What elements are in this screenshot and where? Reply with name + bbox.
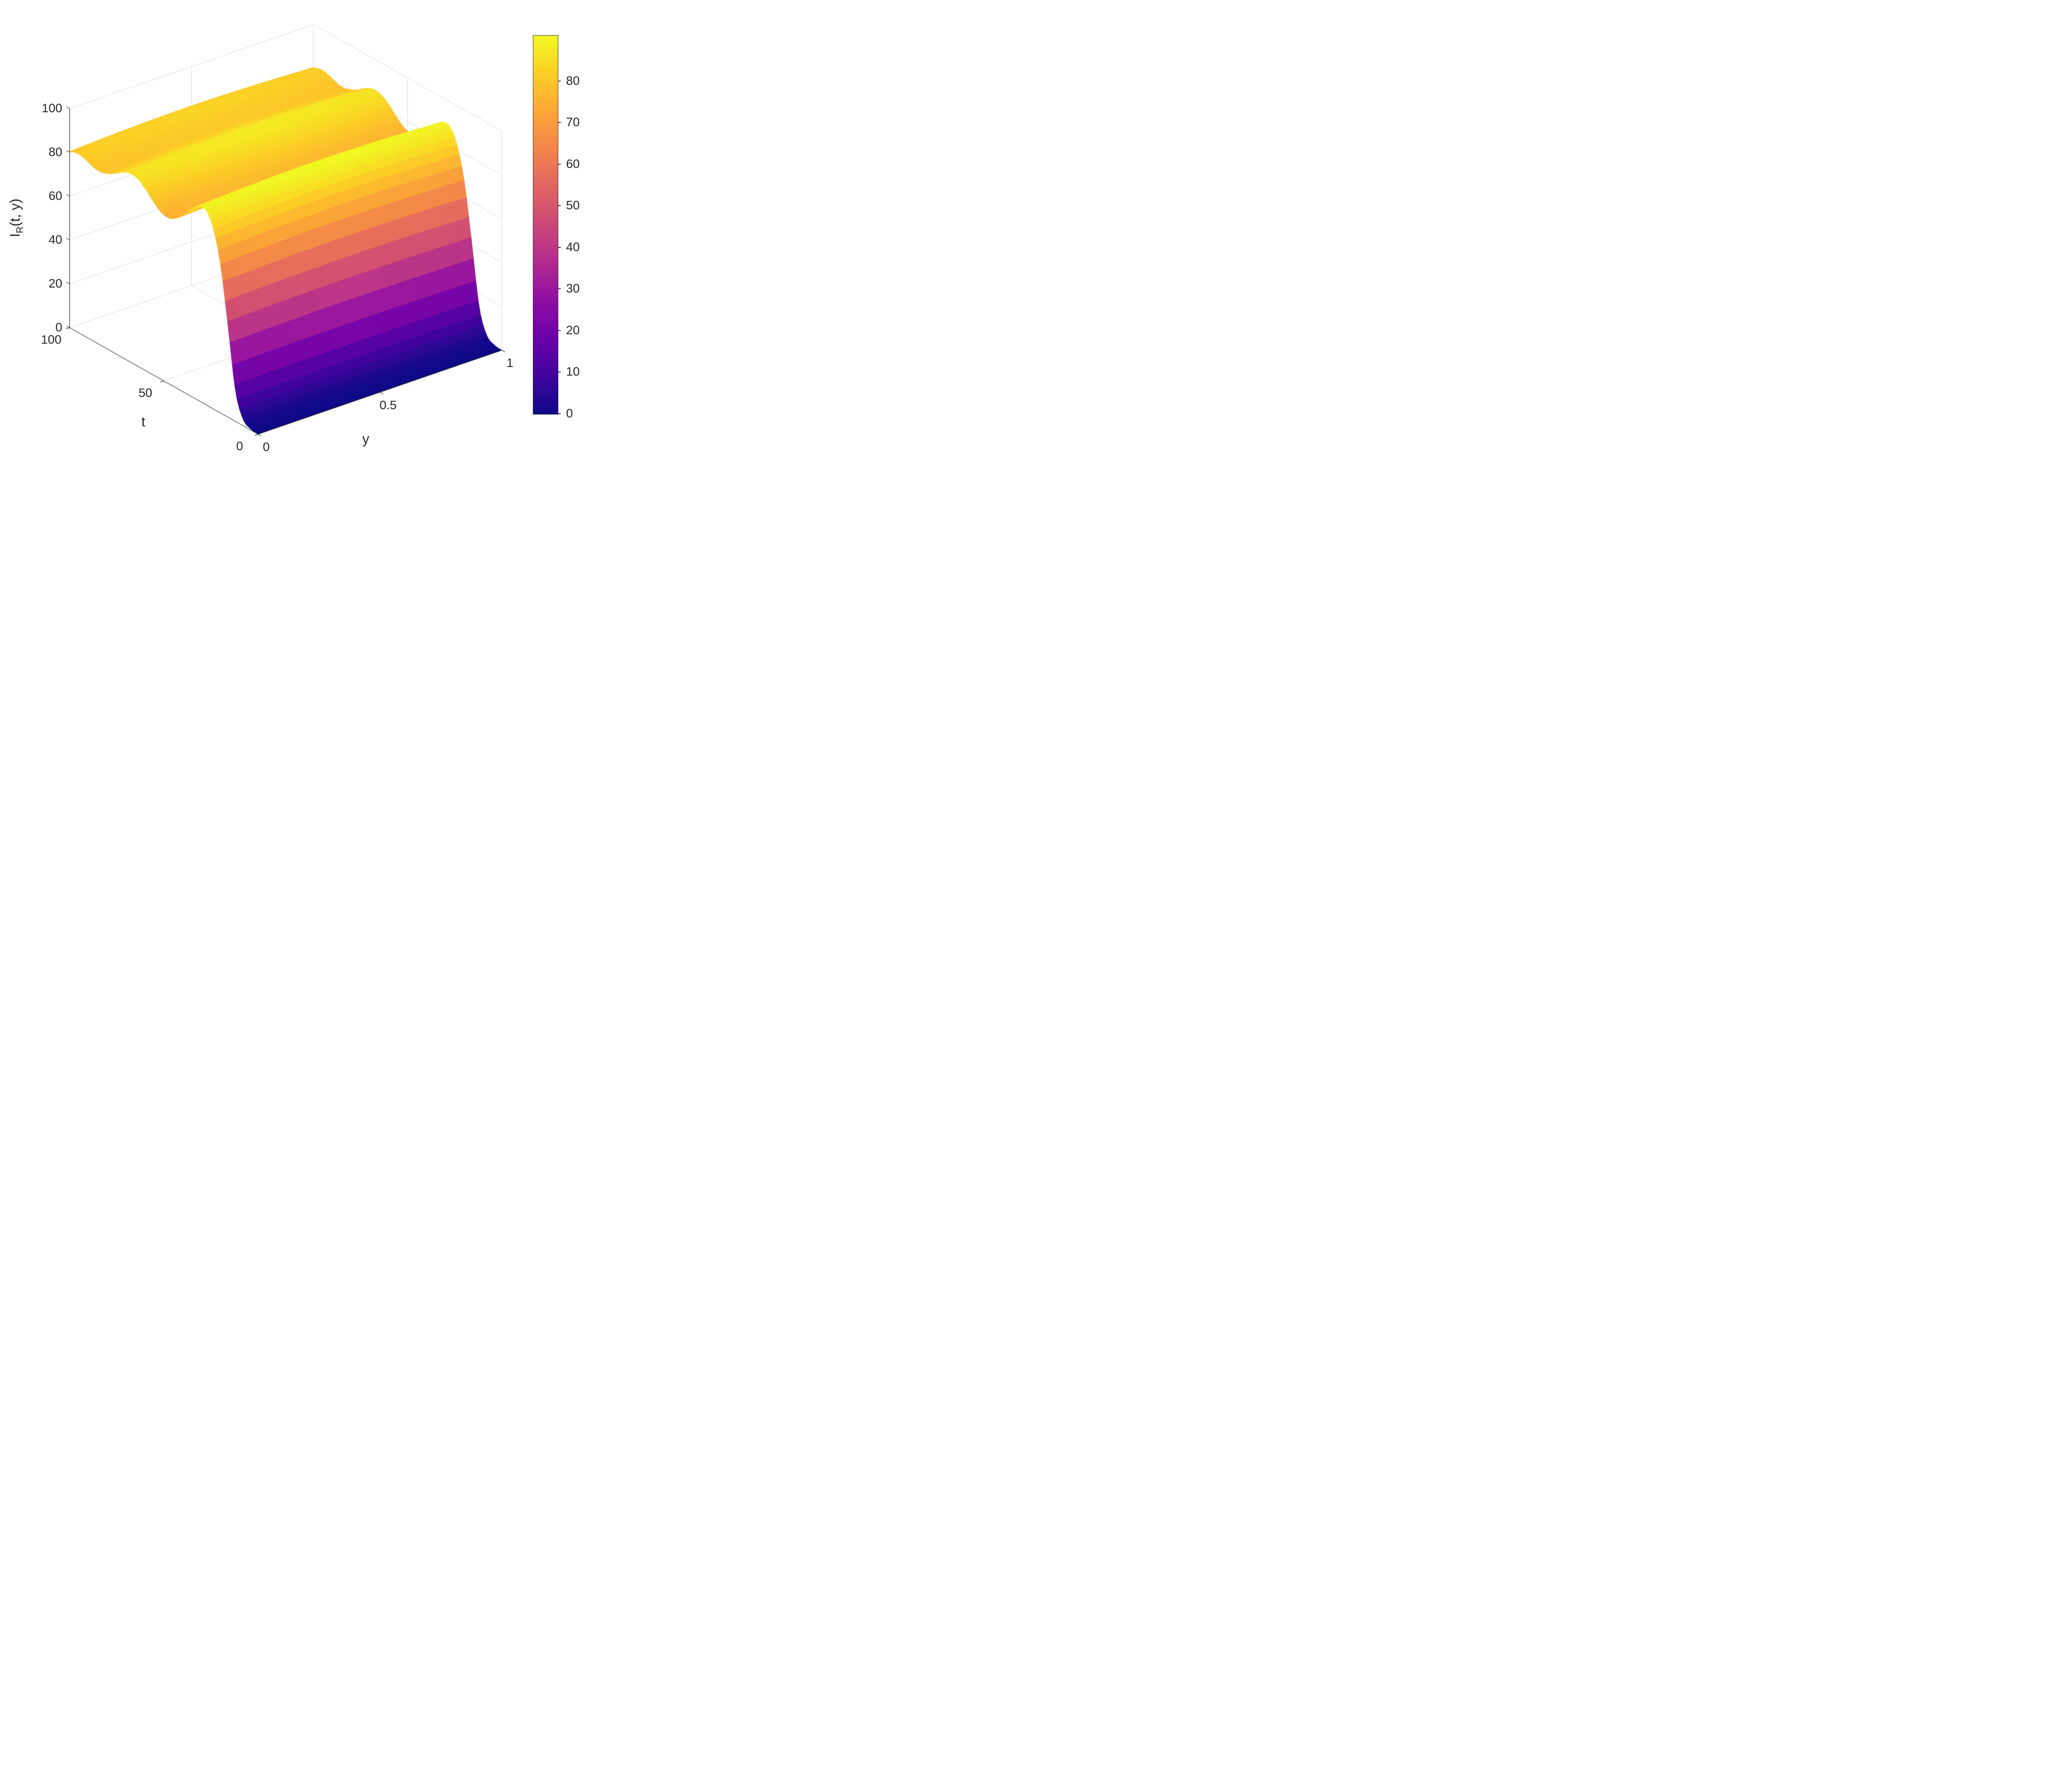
y-tick-label: 0.5 [379,398,397,412]
z-tick-label: 100 [41,102,62,115]
colorbar-tick-mark [558,288,561,290]
colorbar-tick-label: 30 [566,282,580,296]
z-axis-label-main: I [7,233,23,238]
z-tick-label: 0 [55,321,62,334]
t-axis-label: t [141,414,145,430]
colorbar-tick-label: 10 [566,365,580,379]
z-tick-label: 40 [48,233,62,247]
colorbar-gradient [533,36,558,414]
z-tick-label: 60 [48,189,62,203]
surface-plot-canvas [0,0,597,448]
colorbar-tick-label: 0 [566,407,573,420]
z-axis-label: IR(t, y) [7,198,25,238]
z-axis-label-rest: (t, y) [7,198,23,227]
y-axis-label: y [362,431,369,447]
z-tick-label: 20 [48,277,62,290]
colorbar-tick-label: 80 [566,74,580,88]
z-tick-label: 80 [48,145,62,159]
colorbar-tick-mark [558,413,561,414]
t-tick-label: 100 [41,333,62,347]
colorbar-tick-mark [558,163,561,165]
z-axis-label-subscript: R [14,226,25,233]
colorbar-tick-label: 20 [566,323,580,337]
t-tick-label: 0 [236,440,243,453]
colorbar-tick-mark [558,80,561,82]
colorbar-tick-label: 70 [566,116,580,129]
colorbar-tick-label: 60 [566,157,580,171]
colorbar-tick-mark [558,122,561,123]
colorbar-tick-label: 40 [566,240,580,254]
y-tick-label: 0 [263,440,270,454]
t-tick-label: 50 [138,386,152,400]
colorbar-tick-mark [558,205,561,206]
colorbar-tick-mark [558,247,561,248]
colorbar [533,35,558,415]
colorbar-tick-mark [558,330,561,331]
y-tick-label: 1 [506,356,514,370]
colorbar-tick-label: 50 [566,199,580,213]
